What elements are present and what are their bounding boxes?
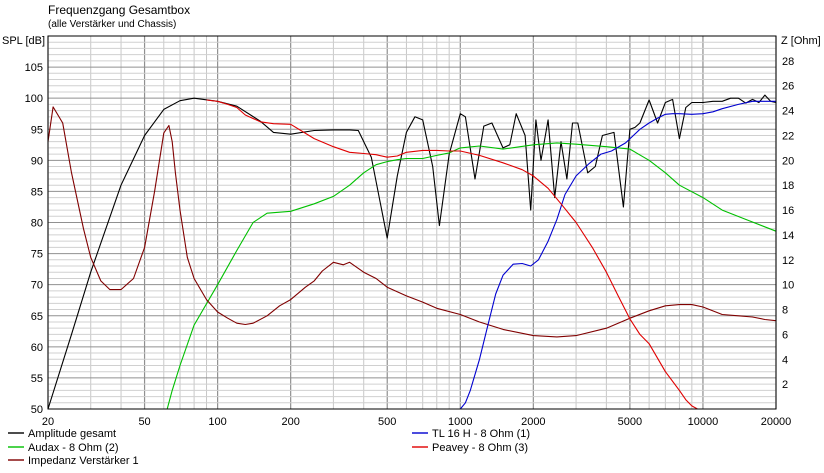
- y-tick-label: 105: [25, 62, 43, 74]
- legend-label: Peavey - 8 Ohm (3): [432, 442, 528, 454]
- x-tick-label: 20000: [761, 416, 792, 428]
- series-line-5: [206, 99, 776, 410]
- x-tick-label: 200: [281, 416, 299, 428]
- y-tick-label: 80: [31, 218, 43, 230]
- series-line-2: [166, 142, 777, 410]
- x-tick-labels: 20 50 100 200 500 1000 2000 5000 10000 20000: [42, 416, 791, 428]
- y2-tick-label: 22: [782, 130, 794, 142]
- x-tick-label: 10000: [688, 416, 719, 428]
- y2-tick-label: 16: [782, 205, 794, 217]
- legend-label: Amplitude gesamt: [28, 428, 116, 440]
- y2-tick-label: 18: [782, 180, 794, 192]
- y-tick-label: 55: [31, 373, 43, 385]
- y2-tick-label: 6: [782, 329, 788, 341]
- legend-label: Audax - 8 Ohm (2): [28, 442, 118, 454]
- y-tick-label: 60: [31, 342, 43, 354]
- legend-label: Impedanz Verstärker 1: [28, 455, 139, 467]
- chart-title: Frequenzgang Gesamtbox: [48, 3, 190, 17]
- y2-tick-label: 24: [782, 106, 794, 118]
- x-tick-label: 100: [208, 416, 226, 428]
- y2-tick-label: 14: [782, 230, 794, 242]
- y-axis-label-left: SPL [dB]: [2, 35, 45, 47]
- x-tick-label: 5000: [618, 416, 642, 428]
- y2-tick-label: 28: [782, 56, 794, 68]
- y-tick-label: 85: [31, 186, 43, 198]
- chart-subtitle: (alle Verstärker und Chassis): [48, 19, 176, 30]
- x-tick-label: 50: [138, 416, 150, 428]
- y2-tick-label: 8: [782, 305, 788, 317]
- y2-tick-label: 26: [782, 81, 794, 93]
- legend: Amplitude gesamt Audax - 8 Ohm (2)Impedan…: [8, 428, 530, 467]
- series-line-3: [47, 106, 777, 338]
- y-tick-label: 70: [31, 280, 43, 292]
- y-tick-label: 75: [31, 249, 43, 261]
- series-layer: [47, 94, 777, 410]
- y-tick-label: 90: [31, 155, 43, 167]
- y2-tick-label: 12: [782, 255, 794, 267]
- y-tick-label: 65: [31, 311, 43, 323]
- legend-label: TL 16 H - 8 Ohm (1): [432, 428, 530, 440]
- y-tick-label: 95: [31, 124, 43, 136]
- x-tick-label: 2000: [521, 416, 545, 428]
- series-line-4: [459, 100, 776, 410]
- plot-grid: [47, 35, 777, 410]
- y-tick-label: 100: [25, 93, 43, 105]
- y-axis-label-right: Z [Ohm]: [781, 35, 821, 47]
- x-tick-label: 20: [42, 416, 54, 428]
- y2-tick-label: 4: [782, 354, 788, 366]
- y-tick-label: 50: [31, 404, 43, 416]
- x-tick-label: 1000: [448, 416, 472, 428]
- plot-frame: [47, 35, 777, 410]
- y-tick-labels-left: 50 55 60 65 70 75 80 85 90 95 100 105: [25, 62, 43, 416]
- y2-tick-label: 10: [782, 280, 794, 292]
- y2-tick-label: 2: [782, 379, 788, 391]
- y2-tick-label: 20: [782, 155, 794, 167]
- x-tick-label: 500: [378, 416, 396, 428]
